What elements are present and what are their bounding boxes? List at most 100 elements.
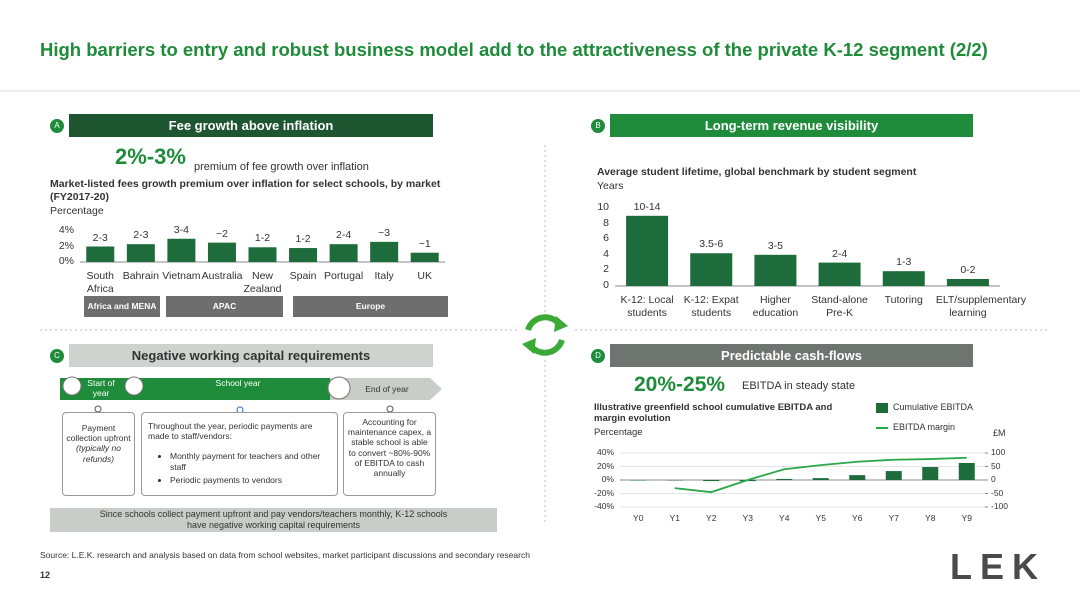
data-label: 1-2 <box>254 232 271 245</box>
bar <box>167 238 196 262</box>
group-label: APAC <box>166 296 283 317</box>
y2-tick-label: 50 <box>991 460 1001 471</box>
panel-header: Negative working capital requirements <box>69 344 433 367</box>
bar <box>812 478 829 480</box>
info-box: Throughout the year, periodic payments a… <box>141 412 338 496</box>
y-tick-label: 0% <box>601 474 614 484</box>
chart-title: Market-listed fees growth premium over i… <box>50 178 441 203</box>
bar <box>289 248 318 262</box>
bar <box>946 278 989 286</box>
bar <box>207 242 236 262</box>
bar <box>776 478 793 480</box>
y2-tick-label: -50 <box>991 487 1004 498</box>
bar <box>626 215 669 286</box>
x-tick-label: K-12: Expat students <box>683 294 739 319</box>
y2-tick-label: 100 <box>991 447 1006 457</box>
box-text: Payment collection upfront <box>66 423 131 444</box>
bar <box>958 462 975 480</box>
bar <box>329 244 358 262</box>
data-label: ~2 <box>215 227 228 240</box>
x-tick-label: South Africa <box>86 270 114 295</box>
y-tick-label: 4 <box>603 247 609 260</box>
x-tick-label: Italy <box>374 270 394 282</box>
x-tick-label: Stand-alone Pre-K <box>811 294 868 319</box>
bar <box>248 247 277 262</box>
x-tick-label: Vietnam <box>162 270 201 282</box>
x-tick-label: UK <box>417 270 432 282</box>
highlight: 2%-3% <box>115 144 186 169</box>
data-label: 1-2 <box>295 233 311 246</box>
data-label: 2-4 <box>336 229 352 242</box>
icon <box>62 376 82 396</box>
data-label: 3.5-6 <box>699 238 724 251</box>
legend-swatch <box>876 403 888 413</box>
x-tick-label: ELT/supplementary learning <box>935 294 1027 319</box>
bar <box>818 262 861 286</box>
x-tick-label: Y4 <box>779 513 790 523</box>
y2-tick-label: 0 <box>991 474 996 484</box>
data-label: 3-4 <box>173 223 189 236</box>
data-label: 10-14 <box>633 200 661 213</box>
x-tick-label: Y9 <box>961 513 972 523</box>
bullet: Periodic payments to vendors <box>170 475 331 485</box>
bar <box>690 253 733 286</box>
panel-letter: A <box>50 119 64 133</box>
x-tick-label: Australia <box>201 270 243 282</box>
icon <box>327 376 351 400</box>
x-tick-label: Higher education <box>752 294 799 319</box>
y-tick-label: 10 <box>597 201 609 213</box>
x-tick-label: Y0 <box>633 513 644 523</box>
x-tick-label: New Zealand <box>243 270 282 295</box>
data-label: 2-3 <box>92 231 108 244</box>
bar <box>703 480 720 482</box>
x-tick-label: Y2 <box>706 513 717 523</box>
bar <box>410 252 439 262</box>
bullet-list: Monthly payment for teachers and other s… <box>148 451 331 485</box>
y2-tick-label: -100 <box>991 501 1009 511</box>
box-text: Accounting for maintenance capex, a stab… <box>347 417 432 478</box>
data-label: 2-3 <box>133 229 149 242</box>
data-label: 1-3 <box>896 256 912 269</box>
y-tick-label: 20% <box>596 460 614 471</box>
x-tick-label: Spain <box>289 270 317 282</box>
bar <box>849 475 866 480</box>
timeline-label: End of year <box>365 384 409 394</box>
panel-letter: D <box>591 349 605 363</box>
x-tick-label: Y5 <box>815 513 826 523</box>
logo: LEK <box>950 546 1046 587</box>
y-axis-label: Percentage <box>594 427 643 438</box>
bar <box>922 467 939 480</box>
cycle-icon <box>522 314 568 356</box>
panel-header: Predictable cash-flows <box>610 344 973 367</box>
page-number: 12 <box>40 570 51 580</box>
legend-label: EBITDA margin <box>893 422 956 432</box>
data-label: ~3 <box>378 226 391 239</box>
x-tick-label: Tutoring <box>884 294 923 306</box>
y-tick-label: 4% <box>58 224 74 236</box>
panel-letter: C <box>50 349 64 363</box>
source: Source: L.E.K. research and analysis bas… <box>40 550 530 560</box>
chart-title: Average student lifetime, global benchma… <box>597 166 917 178</box>
chart-title: Illustrative greenfield school cumulativ… <box>594 402 833 425</box>
x-tick-label: Bahrain <box>122 270 159 282</box>
cycle-arrow <box>522 338 536 354</box>
panel-header: Long-term revenue visibility <box>610 114 973 137</box>
y-axis-label: Years <box>597 180 624 192</box>
bar <box>885 471 902 480</box>
y-axis-label: Percentage <box>50 205 104 217</box>
bar <box>370 241 399 262</box>
x-tick-label: Y1 <box>669 513 680 523</box>
bar <box>126 244 155 262</box>
bar <box>754 254 797 286</box>
info-box: Payment collection upfront (typically no… <box>62 412 135 496</box>
data-label: ~1 <box>418 237 431 250</box>
box-text: Throughout the year, periodic payments a… <box>148 421 313 442</box>
x-tick-label: Y8 <box>925 513 936 523</box>
conclusion: Since schools collect payment upfront an… <box>50 508 497 532</box>
group-label: Africa and MENA <box>84 296 160 317</box>
highlight-text: EBITDA in steady state <box>742 380 856 392</box>
icon <box>124 376 144 396</box>
legend-label: Cumulative EBITDA <box>893 402 974 412</box>
